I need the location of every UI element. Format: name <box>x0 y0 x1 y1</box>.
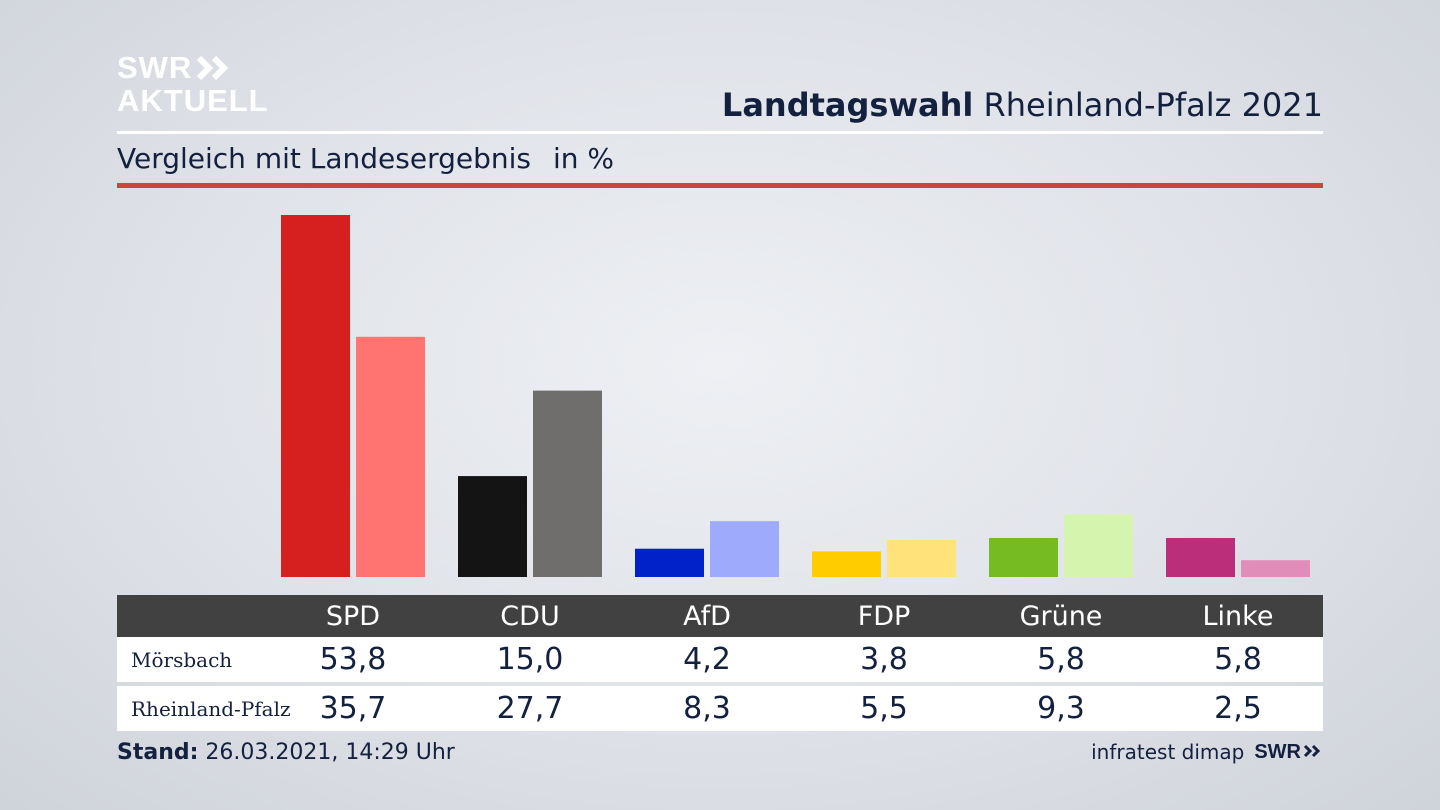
chart-subtitle: Vergleich mit Landesergebnis in % <box>117 142 614 175</box>
chart-title: Landtagswahl Rheinland-Pfalz 2021 <box>722 86 1323 124</box>
value-cell: 9,3 <box>1037 691 1085 726</box>
bar-afd-rlp <box>710 521 779 577</box>
category-label: AfD <box>683 600 731 632</box>
bar-spd-moersbach <box>281 215 350 577</box>
swr-aktuell-logo: SWR AKTUELL <box>117 52 269 116</box>
chevrons-icon <box>1303 744 1321 757</box>
bar-afd-moersbach <box>635 548 704 577</box>
value-cell: 27,7 <box>496 691 564 726</box>
value-cell: 3,8 <box>860 642 908 677</box>
source-brand-text: SWR <box>1254 740 1301 763</box>
row-label: Mörsbach <box>131 647 233 672</box>
subtitle-text: Vergleich mit Landesergebnis <box>117 142 531 175</box>
subtitle-divider <box>117 183 1323 188</box>
value-cell: 2,5 <box>1214 691 1262 726</box>
category-label: Linke <box>1202 600 1274 632</box>
category-label: CDU <box>500 600 560 632</box>
title-bold: Landtagswahl <box>721 86 974 124</box>
value-cell: 8,3 <box>683 691 731 726</box>
value-cell: 5,8 <box>1214 642 1262 677</box>
source-brand: SWR <box>1254 741 1323 764</box>
source-text: infratest dimap <box>1091 740 1245 764</box>
category-label: FDP <box>857 600 911 632</box>
timestamp: Stand: 26.03.2021, 14:29 Uhr <box>117 740 455 765</box>
stand-label: Stand: <box>117 740 199 765</box>
value-cell: 35,7 <box>319 691 387 726</box>
table-row: Rheinland-Pfalz 35,7 27,7 8,3 5,5 9,3 2,5 <box>117 686 1323 731</box>
value-cell: 15,0 <box>496 642 564 677</box>
bar-spd-rlp <box>356 336 425 577</box>
bar-grüne-moersbach <box>989 537 1058 577</box>
bar-linke-rlp <box>1241 560 1310 577</box>
value-cell: 5,5 <box>860 691 908 726</box>
logo-aktuell-text: AKTUELL <box>117 83 269 118</box>
logo-swr-text: SWR <box>117 50 193 85</box>
results-table: SPD CDU AfD FDP Grüne Linke Mörsbach 53,8 15,0… <box>117 595 1323 731</box>
table-header-row: SPD CDU AfD FDP Grüne Linke <box>117 595 1323 637</box>
bar-grüne-rlp <box>1064 514 1133 577</box>
title-divider <box>117 131 1323 134</box>
stand-value: 26.03.2021, 14:29 Uhr <box>205 740 455 765</box>
bar-linke-moersbach <box>1166 537 1235 577</box>
bar-cdu-moersbach <box>458 476 527 577</box>
title-rest: Rheinland-Pfalz 2021 <box>983 86 1323 124</box>
category-label: Grüne <box>1019 600 1103 632</box>
subtitle-unit: in % <box>552 142 615 175</box>
bar-chart <box>281 215 1310 577</box>
source-credit: infratest dimap SWR <box>1091 740 1323 764</box>
value-cell: 5,8 <box>1037 642 1085 677</box>
bar-fdp-moersbach <box>812 551 881 577</box>
bar-fdp-rlp <box>887 539 956 577</box>
bar-cdu-rlp <box>533 390 602 577</box>
value-cell: 53,8 <box>319 642 387 677</box>
category-label: SPD <box>325 600 381 632</box>
chevrons-icon <box>197 55 229 80</box>
row-label: Rheinland-Pfalz <box>131 696 291 721</box>
table-row: Mörsbach 53,8 15,0 4,2 3,8 5,8 5,8 <box>117 637 1323 682</box>
value-cell: 4,2 <box>683 642 731 677</box>
